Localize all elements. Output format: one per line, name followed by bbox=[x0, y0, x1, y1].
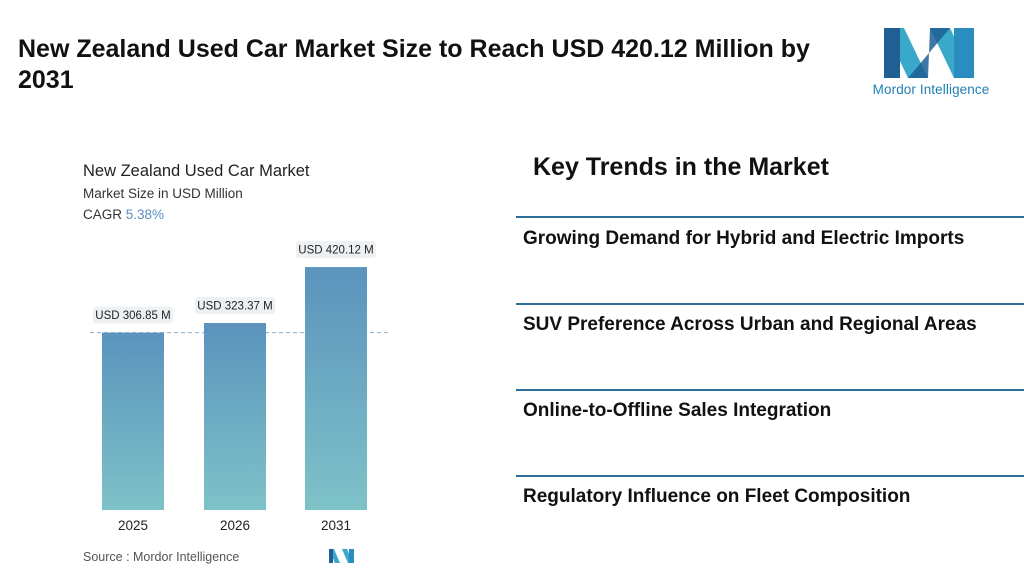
chart-title: New Zealand Used Car Market bbox=[83, 162, 310, 180]
trend-divider bbox=[516, 216, 1024, 218]
chart-subtitle: Market Size in USD Million bbox=[83, 186, 243, 201]
trend-item: Regulatory Influence on Fleet Compositio… bbox=[523, 486, 911, 507]
bar bbox=[305, 267, 367, 510]
brand-name: Mordor Intelligence bbox=[872, 82, 990, 97]
mordor-small-logo-icon bbox=[329, 549, 354, 563]
x-tick-label: 2031 bbox=[321, 518, 351, 533]
data-label: USD 420.12 M bbox=[298, 245, 373, 257]
bar-chart: USD 306.85 M 2025 USD 323.37 M 2026 USD 420.… bbox=[90, 241, 390, 533]
trend-item: Growing Demand for Hybrid and Electric I… bbox=[523, 228, 965, 249]
data-label-box bbox=[93, 306, 173, 324]
page-title: New Zealand Used Car Market Size to Reac… bbox=[18, 35, 810, 94]
trends-title: Key Trends in the Market bbox=[533, 153, 829, 181]
x-tick-label: 2026 bbox=[220, 518, 250, 533]
mordor-logo-icon bbox=[884, 28, 974, 78]
chart-cagr: CAGR 5.38% bbox=[83, 207, 164, 222]
x-tick-label: 2025 bbox=[118, 518, 148, 533]
data-label-box bbox=[195, 297, 275, 315]
data-label: USD 306.85 M bbox=[95, 310, 170, 322]
trend-divider bbox=[516, 303, 1024, 305]
trend-item: Online-to-Offline Sales Integration bbox=[523, 400, 832, 421]
trend-divider bbox=[516, 389, 1024, 391]
bar bbox=[204, 323, 266, 510]
data-label-box bbox=[296, 241, 376, 259]
cagr-value: 5.38% bbox=[125, 207, 165, 222]
chart-source: Source : Mordor Intelligence bbox=[83, 550, 240, 564]
bar bbox=[102, 332, 164, 510]
cagr-label: CAGR bbox=[83, 207, 123, 222]
trend-divider bbox=[516, 475, 1024, 477]
trend-item: SUV Preference Across Urban and Regional… bbox=[523, 314, 977, 335]
data-label: USD 323.37 M bbox=[197, 301, 272, 313]
